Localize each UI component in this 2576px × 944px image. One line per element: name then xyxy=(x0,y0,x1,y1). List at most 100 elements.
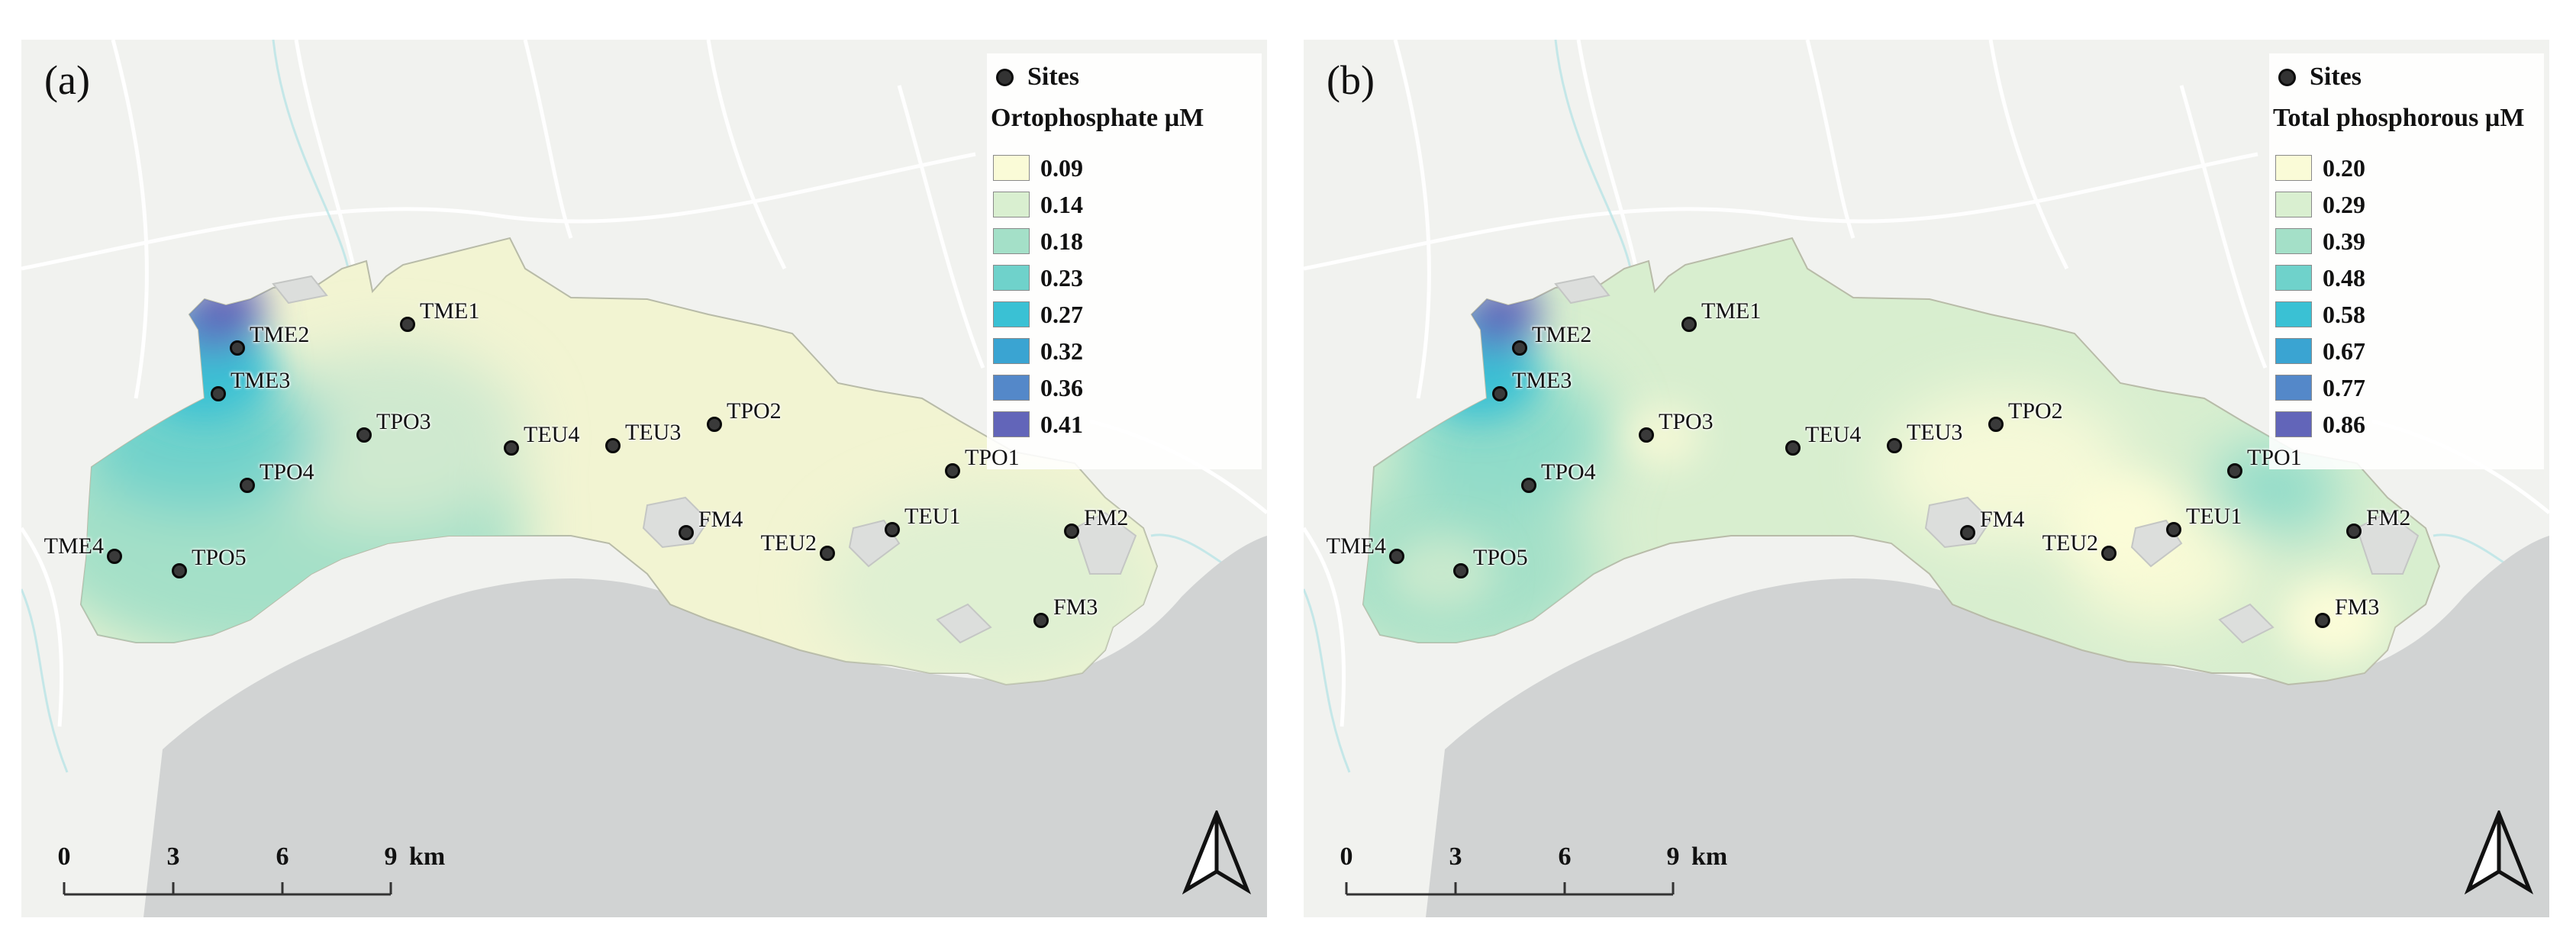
site-dot xyxy=(211,386,226,401)
legend-value: 0.32 xyxy=(1040,337,1083,365)
legend-item: 0.32 xyxy=(993,333,1083,369)
site-dot xyxy=(107,549,122,564)
site-label: TPO3 xyxy=(1659,409,1714,434)
scale-tick-label: 0 xyxy=(57,843,71,871)
site-label: TME4 xyxy=(1326,533,1386,559)
legend-value: 0.86 xyxy=(2323,410,2365,438)
legend-sites-label: Sites xyxy=(1027,63,1079,91)
legend-swatch xyxy=(2275,301,2312,327)
legend-swatch xyxy=(2275,375,2312,401)
scale-tick-label: 6 xyxy=(276,843,289,871)
scale-unit-label: km xyxy=(1691,843,1728,871)
site-marker-icon xyxy=(2278,68,2296,86)
legend-item: 0.36 xyxy=(993,369,1083,406)
site-dot xyxy=(1988,417,2004,432)
site-dot xyxy=(1512,340,1527,356)
site-dot xyxy=(2315,613,2330,628)
site-dot xyxy=(820,546,835,561)
site-label: TME3 xyxy=(231,368,291,393)
sea xyxy=(143,536,1267,917)
site-label: TEU1 xyxy=(2186,504,2242,529)
legend-swatch xyxy=(2275,155,2312,181)
legend-item: 0.20 xyxy=(2275,150,2365,186)
legend-item: 0.27 xyxy=(993,296,1083,333)
site-dot xyxy=(2227,463,2242,478)
legend-items: 0.09 0.14 0.18 0.23 0.27 0.32 0.36 0.41 xyxy=(993,150,1083,443)
scale-tick-label: 9 xyxy=(384,843,398,871)
site-label: TPO5 xyxy=(192,545,247,570)
site-dot xyxy=(1785,440,1801,456)
legend-sites-entry: Sites xyxy=(987,58,1079,96)
legend-swatch xyxy=(2275,411,2312,437)
site-label: TPO5 xyxy=(1473,545,1528,570)
site-label: FM4 xyxy=(698,507,743,532)
site-label: TPO4 xyxy=(1541,459,1596,485)
sea xyxy=(1426,536,2549,917)
north-arrow-icon xyxy=(1182,810,1252,894)
site-label: TEU1 xyxy=(904,504,961,529)
site-dot xyxy=(1064,524,1079,539)
legend-swatch xyxy=(993,228,1030,254)
site-label: TEU3 xyxy=(1907,420,1963,445)
legend-swatch xyxy=(993,301,1030,327)
site-dot xyxy=(1887,438,1902,453)
site-label: FM4 xyxy=(1980,507,2025,532)
site-label: TEU2 xyxy=(760,530,817,556)
site-label: FM3 xyxy=(1053,594,1098,620)
legend-value: 0.77 xyxy=(2323,373,2365,401)
legend-swatch xyxy=(993,155,1030,181)
site-label: TME2 xyxy=(1532,322,1592,347)
legend-item: 0.58 xyxy=(2275,296,2365,333)
panel-label: (b) xyxy=(1327,57,1375,103)
scale-tick-label: 0 xyxy=(1340,843,1353,871)
site-dot xyxy=(1492,386,1507,401)
panel-label: (a) xyxy=(44,57,90,103)
site-dot xyxy=(356,427,372,443)
scale-unit-label: km xyxy=(409,843,446,871)
site-label: TME3 xyxy=(1512,368,1572,393)
legend-item: 0.86 xyxy=(2275,406,2365,443)
site-label: TPO3 xyxy=(376,409,431,434)
legend-items: 0.20 0.29 0.39 0.48 0.58 0.67 0.77 0.86 xyxy=(2275,150,2365,443)
scale-tick-label: 3 xyxy=(166,843,180,871)
legend-title: Total phosphorous µM xyxy=(2273,104,2525,132)
legend-value: 0.58 xyxy=(2323,300,2365,328)
legend-swatch xyxy=(2275,338,2312,364)
site-dot xyxy=(885,522,900,537)
site-dot xyxy=(679,525,694,540)
site-dot xyxy=(1033,613,1049,628)
scale-bar xyxy=(63,882,392,896)
site-dot xyxy=(1681,317,1697,332)
site-dot xyxy=(1521,478,1536,493)
site-dot xyxy=(400,317,415,332)
site-label: TEU3 xyxy=(625,420,682,445)
legend-value: 0.14 xyxy=(1040,190,1083,218)
site-dot xyxy=(1453,563,1469,578)
site-dot xyxy=(605,438,621,453)
basemap xyxy=(21,40,1267,917)
legend-swatch xyxy=(2275,192,2312,217)
legend-sites-label: Sites xyxy=(2310,63,2362,91)
site-label: TEU2 xyxy=(2042,530,2098,556)
site-dot xyxy=(172,563,187,578)
legend-swatch xyxy=(993,338,1030,364)
roads xyxy=(21,40,1267,727)
legend-item: 0.77 xyxy=(2275,369,2365,406)
site-dot xyxy=(1639,427,1654,443)
legend-item: 0.18 xyxy=(993,223,1083,259)
legend-value: 0.67 xyxy=(2323,337,2365,365)
scale-bar xyxy=(1345,882,1675,896)
site-dot xyxy=(2101,546,2117,561)
map-panel-a: (a) Sites Ortophosphate µM 0.09 0.14 0.1… xyxy=(21,40,1267,917)
legend-swatch xyxy=(993,375,1030,401)
legend-item: 0.48 xyxy=(2275,259,2365,296)
site-dot xyxy=(707,417,722,432)
legend-swatch xyxy=(993,265,1030,291)
legend-item: 0.23 xyxy=(993,259,1083,296)
map-panel-b: (b) Sites Total phosphorous µM 0.20 0.29… xyxy=(1304,40,2549,917)
legend-value: 0.23 xyxy=(1040,263,1083,292)
site-label: TPO1 xyxy=(2247,445,2302,470)
north-arrow-icon xyxy=(2464,810,2534,894)
legend-value: 0.18 xyxy=(1040,227,1083,255)
site-label: TPO2 xyxy=(2008,398,2063,424)
